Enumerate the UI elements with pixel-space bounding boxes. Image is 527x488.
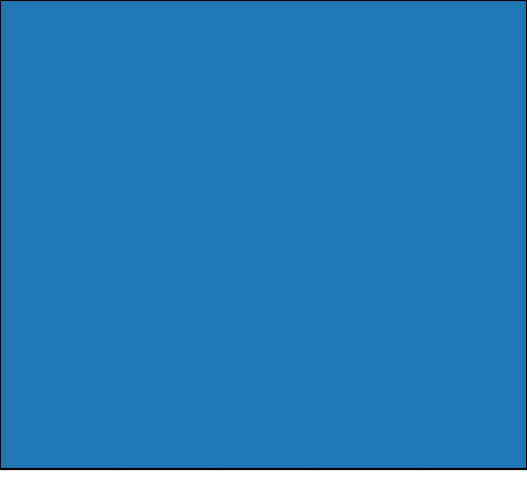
Bar xyxy=(0,48,527,88)
Text: Survivors: Survivors xyxy=(36,186,82,197)
Text: Old age: Old age xyxy=(40,149,79,160)
Text: 5.2: 5.2 xyxy=(464,371,480,382)
Bar xyxy=(0,136,527,173)
Text: 9,620
(1.0): 9,620 (1.0) xyxy=(252,254,280,277)
Bar xyxy=(0,0,118,48)
Text: 32,043
(3.4): 32,043 (3.4) xyxy=(249,328,283,351)
Text: 4.3: 4.3 xyxy=(464,334,480,345)
Text: 283,993
(31.1): 283,993 (31.1) xyxy=(147,291,188,314)
Text: Compared with the previous year: Compared with the previous year xyxy=(330,9,513,19)
Text: 12,482
(1.3): 12,482 (1.3) xyxy=(249,365,284,388)
Bar xyxy=(216,0,316,48)
Text: 457,900
(50.1): 457,900 (50.1) xyxy=(147,143,188,166)
Text: Hundreds of
millions of yen: Hundreds of millions of yen xyxy=(133,58,201,79)
Text: 940,848
(100.0): 940,848 (100.0) xyxy=(246,101,286,123)
Text: 22,943
(2.5): 22,943 (2.5) xyxy=(150,439,184,462)
Bar xyxy=(316,0,527,28)
Text: ▲ 118: ▲ 118 xyxy=(351,261,381,270)
Text: 26,544: 26,544 xyxy=(349,107,383,117)
Text: Social Security
Expenditure: Social Security Expenditure xyxy=(18,12,99,36)
Text: 23,753
(2.5): 23,753 (2.5) xyxy=(249,439,284,462)
Bar xyxy=(0,247,527,284)
Text: 0.8: 0.8 xyxy=(464,186,480,197)
Text: 2.3: 2.3 xyxy=(464,298,480,307)
Bar xyxy=(0,88,527,136)
Bar xyxy=(0,321,527,358)
Text: 3.5: 3.5 xyxy=(464,446,480,455)
Text: Invalidity benefits: Invalidity benefits xyxy=(14,224,104,233)
Text: Rate of increase: Rate of increase xyxy=(431,33,512,43)
Text: 810: 810 xyxy=(357,446,375,455)
Text: Family benefits: Family benefits xyxy=(21,334,97,345)
Text: 14,749: 14,749 xyxy=(349,149,383,160)
Bar xyxy=(316,28,416,48)
Bar xyxy=(416,28,527,48)
Bar xyxy=(118,0,216,48)
Text: Amount of increase: Amount of increase xyxy=(317,33,415,43)
Text: Sickness and health: Sickness and health xyxy=(9,298,109,307)
Text: 30,733
(3.4): 30,733 (3.4) xyxy=(150,328,184,351)
Text: 151: 151 xyxy=(356,408,376,419)
Text: Hundreds of
millions of yen: Hundreds of millions of yen xyxy=(332,58,400,79)
Text: Employment injury: Employment injury xyxy=(12,261,106,270)
Text: 3,762
(0.4): 3,762 (0.4) xyxy=(252,402,280,425)
Text: Social assistance
and others: Social assistance and others xyxy=(16,439,102,462)
Text: 290,521
(30.9): 290,521 (30.9) xyxy=(246,291,287,314)
Text: 612: 612 xyxy=(356,371,376,382)
Text: 9,738
(1.1): 9,738 (1.1) xyxy=(153,254,181,277)
Text: Total: Total xyxy=(47,107,71,117)
Bar xyxy=(0,173,527,210)
Text: 29,720
(3.2): 29,720 (3.2) xyxy=(249,217,284,240)
Text: 1,960: 1,960 xyxy=(352,224,380,233)
Text: Unemployment: Unemployment xyxy=(21,371,97,382)
Text: 3,611
(0.4): 3,611 (0.4) xyxy=(153,402,181,425)
Text: 65,755
(7.2): 65,755 (7.2) xyxy=(150,180,184,203)
Text: 11,871
(1.3): 11,871 (1.3) xyxy=(150,365,184,388)
Text: 66,298
(7.0): 66,298 (7.0) xyxy=(249,180,284,203)
Text: 7.1: 7.1 xyxy=(464,224,480,233)
Text: Housing: Housing xyxy=(38,408,80,419)
Text: 2.9: 2.9 xyxy=(464,107,480,117)
Text: 542: 542 xyxy=(356,186,376,197)
Text: Hundreds of
millions of yen: Hundreds of millions of yen xyxy=(232,58,300,79)
Text: %: % xyxy=(467,63,476,73)
Bar xyxy=(0,432,527,469)
Text: 3.2: 3.2 xyxy=(464,149,480,160)
Text: ▲ 1.2: ▲ 1.2 xyxy=(458,261,485,270)
Text: 27,760
(3.0): 27,760 (3.0) xyxy=(150,217,184,240)
Text: 4.2: 4.2 xyxy=(464,408,480,419)
Bar xyxy=(0,358,527,395)
Text: 2007: 2007 xyxy=(153,19,181,29)
Text: 914,305
(100.0): 914,305 (100.0) xyxy=(147,101,188,123)
Bar xyxy=(0,210,527,247)
Bar xyxy=(0,395,527,432)
Text: 1,310: 1,310 xyxy=(352,334,380,345)
Text: 472,649
(50.2): 472,649 (50.2) xyxy=(246,143,287,166)
Bar xyxy=(0,284,527,321)
Text: 2008: 2008 xyxy=(252,19,280,29)
Text: 6,528: 6,528 xyxy=(352,298,380,307)
